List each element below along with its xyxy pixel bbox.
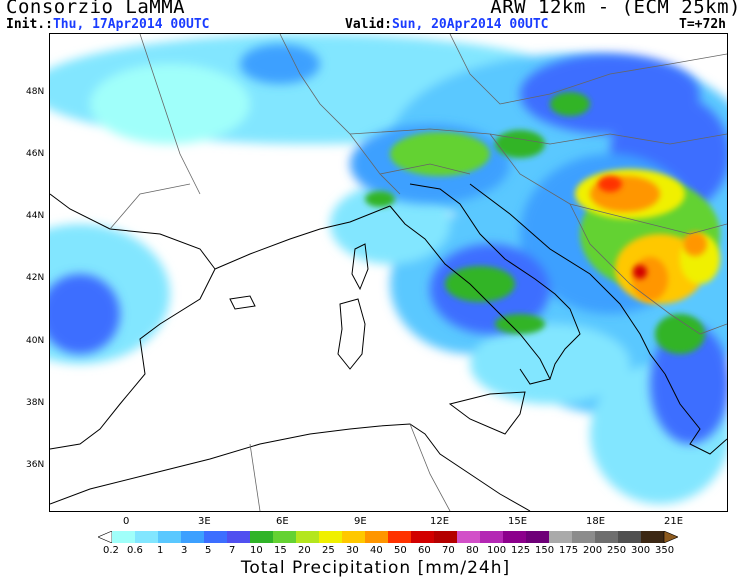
sardinia: [337, 298, 366, 370]
lon-label-6e: 6E: [276, 516, 289, 527]
iberia-coast: [50, 193, 216, 450]
colorbar-swatch: [434, 531, 458, 543]
colorbar-tick-label: 3: [181, 545, 188, 556]
colorbar-tick-label: 250: [607, 545, 627, 556]
precipitation-map: [49, 33, 728, 512]
colorbar-left-arrow: [98, 531, 113, 543]
lat-label-44n: 44N: [26, 211, 45, 221]
lon-label-15e: 15E: [508, 516, 528, 527]
colorbar-swatch: [250, 531, 274, 543]
lon-label-0: 0: [123, 516, 130, 527]
colorbar-swatch: [227, 531, 251, 543]
italy-east-coast: [409, 183, 581, 380]
colorbar-tick-label: 60: [418, 545, 431, 556]
colorbar-tick-label: 350: [655, 545, 675, 556]
lat-label-42n: 42N: [26, 273, 45, 283]
colorbar-swatch: [549, 531, 573, 543]
lon-label-3e: 3E: [198, 516, 211, 527]
colorbar-swatch: [319, 531, 343, 543]
model-center-title: Consorzio LaMMA: [6, 0, 186, 18]
colorbar-swatch: [572, 531, 596, 543]
lat-label-40n: 40N: [26, 336, 45, 346]
italy-west-coast: [389, 205, 551, 385]
colorbar-swatch: [204, 531, 228, 543]
colorbar-swatch: [411, 531, 435, 543]
colorbar-tick-label: 0.2: [103, 545, 119, 556]
colorbar-swatch: [388, 531, 412, 543]
balkan-coast: [469, 183, 666, 375]
lat-label-48n: 48N: [26, 87, 45, 97]
colorbar-tick-label: 1: [157, 545, 164, 556]
init-time: Init.:Thu, 17Apr2014 00UTC: [6, 17, 210, 32]
country-borders: [109, 34, 727, 511]
colorbar-tick-label: 175: [559, 545, 579, 556]
colorbar-tick-label: 300: [631, 545, 651, 556]
lon-label-12e: 12E: [430, 516, 450, 527]
valid-time: Valid:Sun, 20Apr2014 00UTC: [345, 17, 549, 32]
valid-label: Valid:: [345, 17, 392, 32]
colorbar-title: Total Precipitation [mm/24h]: [240, 558, 511, 578]
colorbar-swatch: [480, 531, 504, 543]
colorbar-swatch: [526, 531, 550, 543]
lead-time: T=+72h: [679, 17, 726, 32]
colorbar-tick-label: 100: [487, 545, 507, 556]
map-svg: [50, 34, 727, 511]
model-name-title: ARW 12km - (ECM 25km): [490, 0, 741, 18]
lon-label-9e: 9E: [354, 516, 367, 527]
init-value: Thu, 17Apr2014 00UTC: [52, 17, 210, 32]
colorbar-tick-label: 25: [322, 545, 335, 556]
lat-label-36n: 36N: [26, 460, 45, 470]
colorbar-tick-label: 125: [511, 545, 531, 556]
lon-label-21e: 21E: [664, 516, 684, 527]
france-coast: [214, 205, 391, 270]
colorbar-tick-label: 50: [394, 545, 407, 556]
coastlines: [50, 183, 727, 511]
colorbar-swatch: [457, 531, 481, 543]
precip-field-red: [598, 176, 647, 279]
colorbar-tick-label: 15: [274, 545, 287, 556]
colorbar-swatch: [112, 531, 136, 543]
colorbar-swatch: [503, 531, 527, 543]
colorbar: [98, 531, 678, 543]
colorbar-tick-label: 200: [583, 545, 603, 556]
north-africa-coast: [50, 423, 531, 511]
colorbar-swatch: [135, 531, 159, 543]
lat-label-46n: 46N: [26, 149, 45, 159]
colorbar-swatch: [158, 531, 182, 543]
colorbar-swatch: [641, 531, 665, 543]
colorbar-swatch: [618, 531, 642, 543]
lat-label-38n: 38N: [26, 398, 45, 408]
colorbar-tick-label: 7: [229, 545, 236, 556]
corsica: [351, 243, 369, 291]
colorbar-swatch: [296, 531, 320, 543]
colorbar-right-arrow: [663, 531, 678, 543]
sicily: [448, 391, 526, 435]
colorbar-swatch: [365, 531, 389, 543]
valid-value: Sun, 20Apr2014 00UTC: [391, 17, 549, 32]
colorbar-swatch: [273, 531, 297, 543]
init-label: Init.:: [6, 17, 53, 32]
colorbar-swatch: [181, 531, 205, 543]
colorbar-tick-label: 80: [466, 545, 479, 556]
colorbar-tick-label: 40: [370, 545, 383, 556]
colorbar-tick-label: 150: [535, 545, 555, 556]
colorbar-tick-label: 70: [442, 545, 455, 556]
colorbar-tick-label: 5: [205, 545, 212, 556]
greece-coast: [664, 373, 727, 455]
colorbar-swatch: [595, 531, 619, 543]
colorbar-swatch: [342, 531, 366, 543]
colorbar-tick-label: 20: [298, 545, 311, 556]
lon-label-18e: 18E: [586, 516, 606, 527]
colorbar-tick-label: 10: [250, 545, 263, 556]
colorbar-tick-label: 30: [346, 545, 359, 556]
balearic-islands: [229, 295, 256, 310]
colorbar-tick-label: 0.6: [127, 545, 143, 556]
